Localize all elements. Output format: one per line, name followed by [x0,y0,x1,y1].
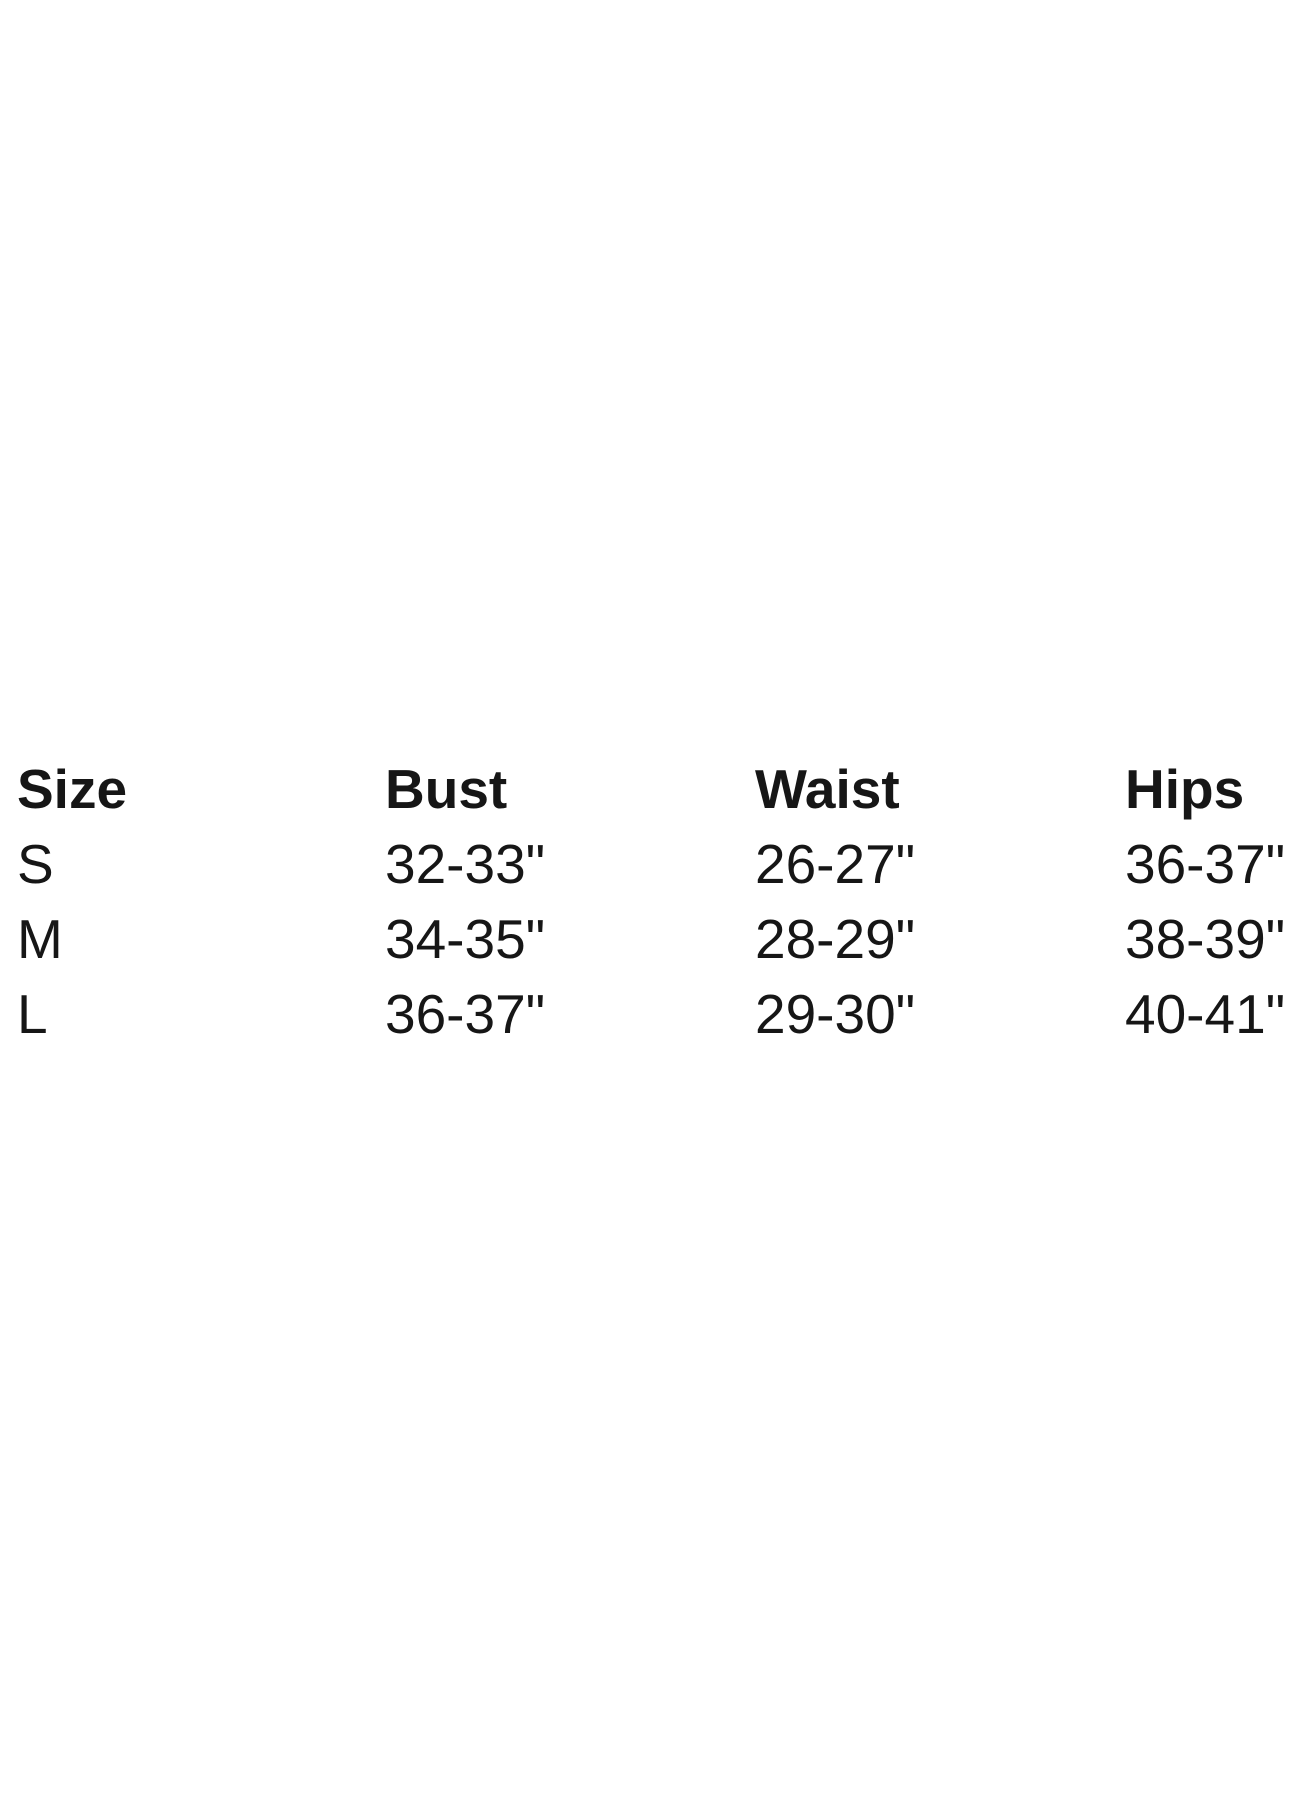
column-header-waist: Waist [755,758,900,820]
column-header-hips: Hips [1125,758,1245,820]
size-cell: L [17,983,48,1045]
bust-cell: 32-33" [385,833,546,895]
hips-cell: 36-37" [1125,833,1286,895]
size-cell: M [17,908,63,970]
hips-cell: 40-41" [1125,983,1286,1045]
size-chart-table: Size Bust Waist Hips S 32-33" 26-27" 36-… [17,752,1285,1052]
waist-cell: 26-27" [755,833,916,895]
bust-cell: 34-35" [385,908,546,970]
size-chart: Size Bust Waist Hips S 32-33" 26-27" 36-… [17,752,1285,1052]
column-header-bust: Bust [385,758,508,820]
waist-cell: 28-29" [755,908,916,970]
size-cell: S [17,833,54,895]
hips-cell: 38-39" [1125,908,1286,970]
waist-cell: 29-30" [755,983,916,1045]
bust-cell: 36-37" [385,983,546,1045]
column-header-size: Size [17,758,128,820]
